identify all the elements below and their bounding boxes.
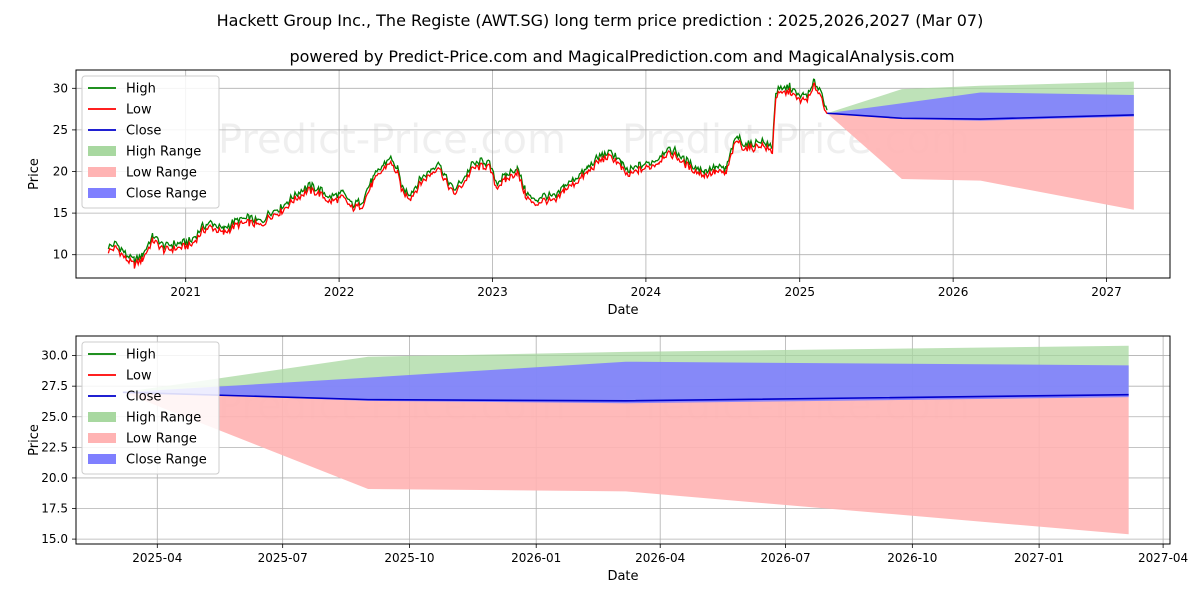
y-tick-label: 10 xyxy=(53,248,68,262)
legend-key-patch xyxy=(88,146,116,156)
x-tick-label: 2026-04 xyxy=(635,551,685,565)
y-tick-label: 22.5 xyxy=(41,440,68,454)
y-tick-label: 15 xyxy=(53,206,68,220)
low-range-band xyxy=(827,113,1134,210)
legend-key-patch xyxy=(88,454,116,464)
forecast-panel: Predict-Price.comPredict-Price.com2025-0… xyxy=(27,335,1188,584)
x-axis-label: Date xyxy=(607,569,638,584)
y-tick-label: 27.5 xyxy=(41,379,68,393)
legend-label: Low xyxy=(126,369,152,384)
y-tick-label: 30.0 xyxy=(41,349,68,363)
legend-key-patch xyxy=(88,188,116,198)
legend-box xyxy=(81,75,220,209)
legend-label: High Range xyxy=(126,145,201,160)
high-price-line xyxy=(107,78,828,265)
x-tick-label: 2026-10 xyxy=(887,551,937,565)
x-tick-label: 2023 xyxy=(477,285,508,299)
watermark-text: Predict-Price.com xyxy=(218,117,566,163)
legend-label: Low Range xyxy=(126,432,197,447)
legend-label: Close Range xyxy=(126,187,207,202)
x-tick-label: 2021 xyxy=(170,285,201,299)
y-tick-label: 20.0 xyxy=(41,471,68,485)
legend-key-patch xyxy=(88,433,116,443)
x-tick-label: 2025 xyxy=(784,285,815,299)
chart-subtitle: powered by Predict-Price.com and Magical… xyxy=(289,47,954,66)
x-tick-label: 2025-07 xyxy=(258,551,308,565)
legend-label: High Range xyxy=(126,411,201,426)
legend-label: High xyxy=(126,348,156,363)
x-tick-label: 2027-04 xyxy=(1138,551,1188,565)
close-forecast-line xyxy=(122,391,1129,402)
legend-label: Close Range xyxy=(126,453,207,468)
legend-label: High xyxy=(126,82,156,97)
x-tick-label: 2022 xyxy=(324,285,355,299)
x-tick-label: 2025-04 xyxy=(132,551,182,565)
close-range-band xyxy=(827,92,1134,121)
x-tick-label: 2026-01 xyxy=(511,551,561,565)
y-tick-label: 15.0 xyxy=(41,532,68,546)
legend-key-patch xyxy=(88,167,116,177)
x-tick-label: 2026-07 xyxy=(761,551,811,565)
y-tick-label: 17.5 xyxy=(41,502,68,516)
y-tick-label: 20 xyxy=(53,165,68,179)
x-tick-label: 2027-01 xyxy=(1014,551,1064,565)
legend-label: Close xyxy=(126,124,161,139)
x-tick-label: 2027 xyxy=(1091,285,1122,299)
x-tick-label: 2024 xyxy=(631,285,662,299)
low-range-band xyxy=(122,392,1129,535)
close-forecast-line xyxy=(826,112,1134,120)
close-range-band xyxy=(122,361,1129,404)
chart-title: Hackett Group Inc., The Registe (AWT.SG)… xyxy=(217,11,984,30)
legend-label: Close xyxy=(126,390,161,405)
plot-frame xyxy=(75,335,1171,545)
legend-label: Low xyxy=(126,103,152,118)
y-tick-label: 25 xyxy=(53,123,68,137)
y-tick-label: 25.0 xyxy=(41,410,68,424)
legend-label: Low Range xyxy=(126,166,197,181)
y-tick-label: 30 xyxy=(53,81,68,95)
y-axis-label: Price xyxy=(27,158,42,190)
y-axis-label: Price xyxy=(27,424,42,456)
x-tick-label: 2026 xyxy=(938,285,969,299)
legend-key-patch xyxy=(88,412,116,422)
x-axis-label: Date xyxy=(607,303,638,318)
legend-box xyxy=(81,341,220,475)
plot-frame xyxy=(75,69,1171,279)
low-price-line xyxy=(107,82,828,269)
x-tick-label: 2025-10 xyxy=(384,551,434,565)
